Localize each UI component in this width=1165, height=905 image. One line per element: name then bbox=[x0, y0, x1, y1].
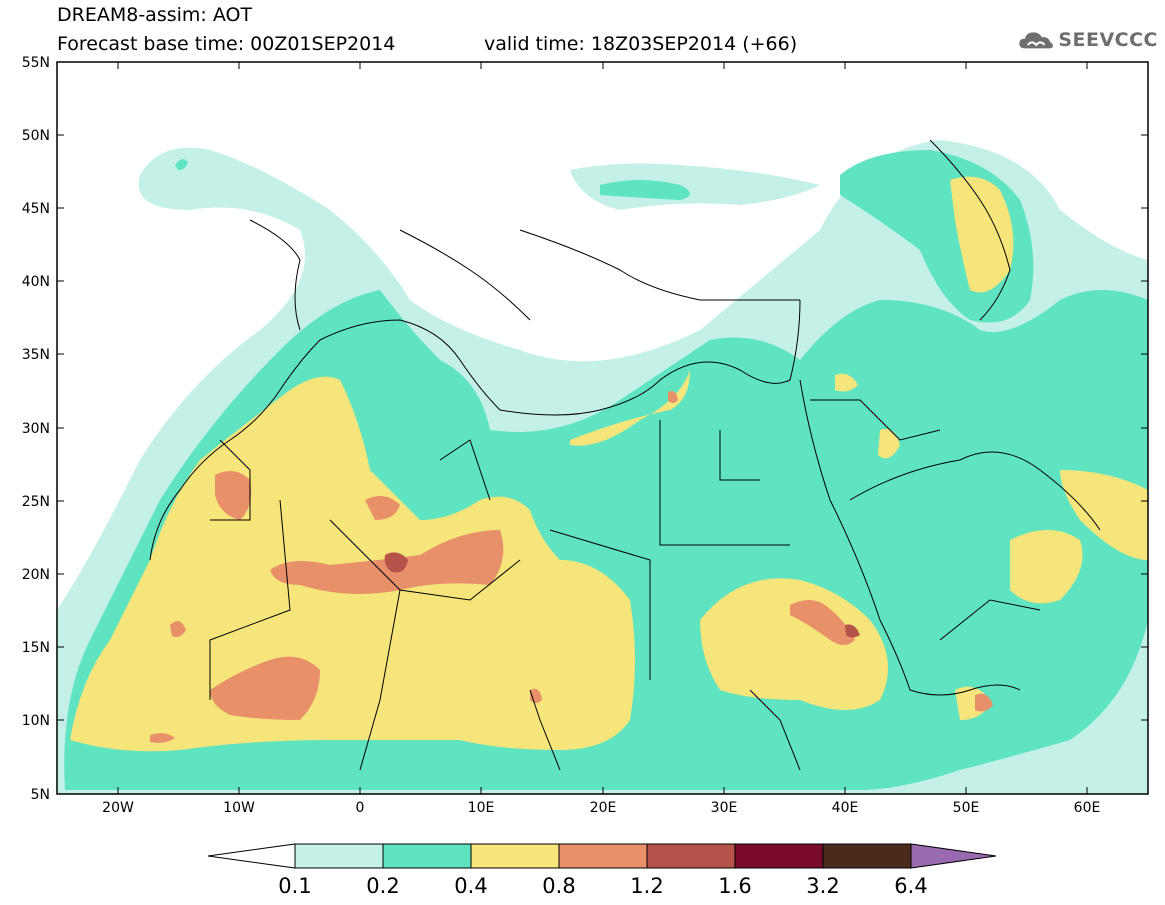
lat-label: 10N bbox=[22, 713, 50, 729]
colorbar-label: 6.4 bbox=[894, 874, 927, 898]
aot-field bbox=[57, 62, 1148, 794]
colorbar-bin bbox=[382, 843, 472, 869]
colorbar-label: 0.8 bbox=[542, 874, 575, 898]
lon-label: 20E bbox=[590, 800, 617, 816]
colorbar-bin bbox=[734, 843, 824, 869]
lon-label: 0 bbox=[356, 800, 365, 816]
colorbar-label: 3.2 bbox=[806, 874, 839, 898]
seevccc-logo: SEEVCCC bbox=[1018, 22, 1158, 58]
colorbar-bin bbox=[646, 843, 736, 869]
logo-text: SEEVCCC bbox=[1058, 29, 1158, 51]
forecast-base-time: Forecast base time: 00Z01SEP2014 bbox=[57, 33, 396, 55]
colorbar-over-triangle bbox=[910, 843, 997, 869]
lat-label: 45N bbox=[22, 201, 50, 217]
colorbar-label: 0.4 bbox=[454, 874, 487, 898]
colorbar-label: 1.6 bbox=[718, 874, 751, 898]
colorbar-bin bbox=[294, 843, 384, 869]
colorbar-label: 0.1 bbox=[278, 874, 311, 898]
lon-ticks bbox=[117, 62, 1088, 794]
lat-label: 25N bbox=[22, 494, 50, 510]
lon-label: 20W bbox=[102, 800, 134, 816]
lat-label: 40N bbox=[22, 274, 50, 290]
lon-label: 10E bbox=[468, 800, 495, 816]
lat-label: 15N bbox=[22, 640, 50, 656]
aot-contour-1-2 bbox=[384, 552, 860, 638]
colorbar-under-triangle bbox=[207, 843, 296, 869]
colorbar-bin bbox=[558, 843, 648, 869]
lat-label: 35N bbox=[22, 347, 50, 363]
lat-label: 30N bbox=[22, 421, 50, 437]
colorbar-labels: 0.1 0.2 0.4 0.8 1.2 1.6 3.2 6.4 bbox=[278, 874, 927, 898]
lat-label: 55N bbox=[22, 55, 50, 71]
lat-label: 20N bbox=[22, 567, 50, 583]
colorbar-label: 1.2 bbox=[630, 874, 663, 898]
lon-label: 30E bbox=[711, 800, 738, 816]
cloud-icon bbox=[1019, 32, 1053, 49]
lon-label: 40E bbox=[832, 800, 859, 816]
lon-label: 60E bbox=[1074, 800, 1101, 816]
lat-label: 5N bbox=[31, 787, 50, 803]
lon-labels: 20W 10W 0 10E 20E 30E 40E 50E 60E bbox=[102, 800, 1100, 816]
lat-label: 50N bbox=[22, 128, 50, 144]
lon-label: 10W bbox=[223, 800, 255, 816]
colorbar-bin bbox=[470, 843, 560, 869]
lat-labels: 55N 50N 45N 40N 35N 30N 25N 20N 15N 10N … bbox=[22, 55, 50, 803]
valid-time: valid time: 18Z03SEP2014 (+66) bbox=[484, 33, 798, 55]
colorbar-bin bbox=[822, 843, 912, 869]
coastlines bbox=[149, 139, 1101, 771]
map-title: DREAM8-assim: AOT bbox=[57, 4, 253, 26]
colorbar-label: 0.2 bbox=[366, 874, 399, 898]
lat-ticks bbox=[57, 61, 1148, 795]
lon-label: 50E bbox=[953, 800, 980, 816]
colorbar bbox=[207, 843, 997, 869]
